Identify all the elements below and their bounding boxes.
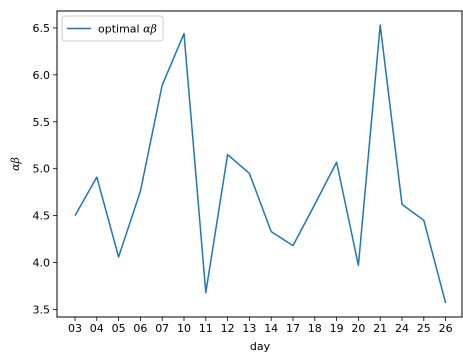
y-tick-label: 4.5	[33, 210, 51, 223]
x-tick-label: 03	[68, 322, 82, 335]
y-tick-label: 5.5	[33, 116, 51, 129]
x-tick-label: 12	[221, 322, 235, 335]
x-tick-label: 07	[155, 322, 169, 335]
x-tick-label: 14	[264, 322, 278, 335]
x-tick-label: 11	[199, 322, 213, 335]
x-tick-label: 25	[417, 322, 431, 335]
y-tick-label: 6.5	[33, 22, 51, 35]
x-tick-label: 26	[439, 322, 453, 335]
y-tick-label: 3.5	[33, 303, 51, 316]
legend-box	[61, 15, 164, 42]
x-tick-label: 21	[373, 322, 387, 335]
x-tick-label: 05	[112, 322, 126, 335]
x-tick-label: 13	[242, 322, 256, 335]
legend: optimal αβ	[61, 15, 164, 42]
x-tick-label: 24	[395, 322, 409, 335]
y-tick-label: 4.0	[33, 257, 51, 270]
x-tick-label: 04	[90, 322, 104, 335]
series-line-optimal-ab	[74, 24, 447, 304]
x-axis-label: day	[250, 340, 271, 353]
y-axis-label: αβ	[9, 157, 22, 171]
x-tick-label: 06	[133, 322, 147, 335]
x-tick-label: 18	[308, 322, 322, 335]
x-tick-label: 10	[177, 322, 191, 335]
plot-area	[56, 10, 463, 318]
x-tick-label: 19	[330, 322, 344, 335]
y-tick-label: 5.0	[33, 163, 51, 176]
y-axis: 3.5 4.0 4.5 5.0 5.5 6.0 6.5	[33, 22, 57, 316]
legend-label: optimal αβ	[98, 23, 157, 36]
x-tick-label: 20	[351, 322, 365, 335]
x-tick-label: 17	[286, 322, 300, 335]
x-axis: 03 04 05 06 07 10 11 12 13 14 17 18 19 20 21 24 25 26	[68, 317, 453, 335]
y-tick-label: 6.0	[33, 69, 51, 82]
